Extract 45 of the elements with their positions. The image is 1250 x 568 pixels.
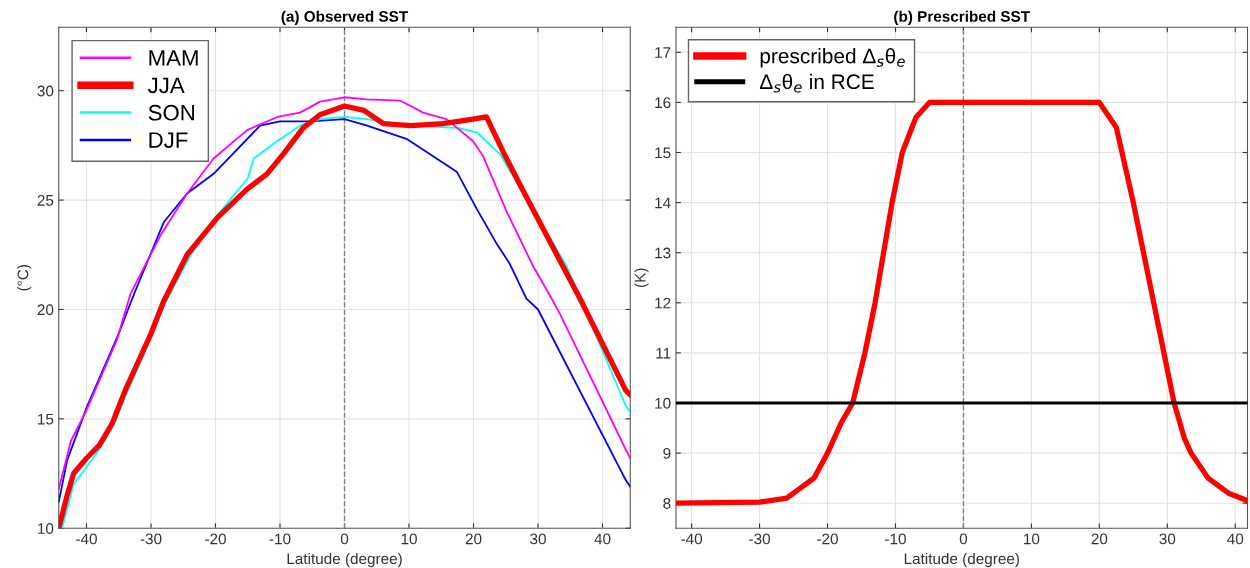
legend-label: DJF: [149, 132, 188, 148]
x-axis-title: Latitude (degree): [287, 552, 402, 568]
x-tick-label: 10: [1024, 533, 1040, 545]
y-axis-title: (K): [634, 268, 649, 287]
y-tick-label: 16: [655, 97, 671, 109]
y-tick-label: 13: [655, 247, 671, 259]
legend-label: Δ$_{s}$θ$_{e}$ in RCE: [759, 73, 874, 93]
x-tick-label: 20: [1091, 533, 1108, 545]
legend-label: JJA: [147, 77, 185, 94]
x-tick-label: -40: [681, 533, 703, 545]
y-tick-label: 17: [655, 47, 671, 58]
y-tick-label: 10: [655, 397, 671, 409]
x-tick-label: -20: [817, 533, 838, 545]
x-tick-label: -20: [205, 533, 226, 545]
x-axis-title: Latitude (degree): [904, 552, 1019, 568]
x-tick-label: -40: [76, 533, 97, 545]
x-tick-label: -30: [140, 533, 162, 545]
chart-title: (b) Prescribed SST: [894, 10, 1030, 25]
x-tick-label: 0: [959, 533, 968, 545]
x-tick-label: 10: [401, 533, 417, 545]
x-tick-label: 30: [1159, 533, 1176, 545]
x-tick-label: 40: [1227, 533, 1244, 545]
x-tick-label: 40: [594, 533, 611, 545]
x-tick-label: -10: [269, 533, 291, 545]
x-tick-label: -30: [749, 533, 771, 545]
y-tick-label: 8: [663, 498, 671, 509]
y-tick-label: 15: [38, 413, 54, 425]
y-tick-label: 30: [37, 85, 54, 97]
y-tick-label: 10: [38, 523, 54, 534]
legend-label: SON: [148, 104, 194, 121]
y-tick-label: 20: [37, 304, 54, 316]
y-tick-label: 11: [656, 347, 671, 359]
y-tick-label: 15: [655, 147, 671, 159]
legend-label: MAM: [149, 50, 198, 66]
y-tick-label: 14: [655, 197, 671, 209]
y-tick-label: 9: [663, 447, 671, 459]
y-tick-label: 25: [37, 194, 54, 206]
x-tick-label: 20: [465, 533, 482, 545]
x-tick-label: -10: [885, 533, 906, 545]
legend-label: prescribed Δ$_{s}$θ$_{e}$: [760, 48, 905, 68]
chart-title: (a) Observed SST: [281, 10, 409, 25]
y-axis-title: (°C): [17, 265, 32, 291]
x-tick-label: 0: [340, 533, 349, 545]
y-tick-label: 12: [655, 297, 671, 309]
x-tick-label: 30: [530, 533, 546, 545]
